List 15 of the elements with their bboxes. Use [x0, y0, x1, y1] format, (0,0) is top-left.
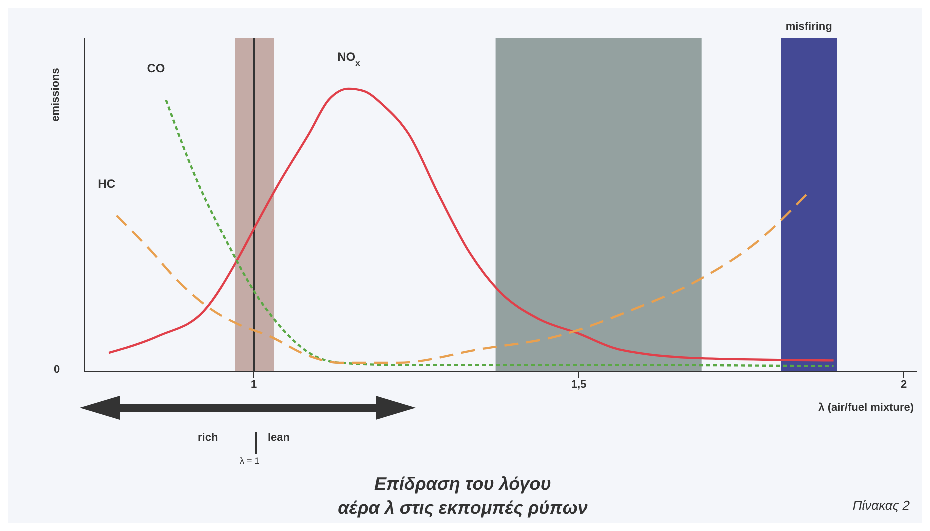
x-tick-label: 2: [900, 378, 908, 391]
text: rich: [198, 432, 218, 444]
y-axis-title: emissions: [50, 68, 62, 122]
text: 0: [54, 364, 60, 376]
x-tick-label: 1,5: [571, 378, 587, 391]
series-label: NO$_{x}$: [338, 50, 361, 68]
text: Πίνακας 2: [852, 498, 910, 513]
text: λ = 1: [240, 456, 260, 466]
x-tick-label: 1: [250, 378, 258, 391]
band-label: misfiring: [786, 21, 832, 33]
text: HC: [98, 176, 116, 191]
text: CO: [147, 61, 166, 76]
text: Επίδραση του λόγου αέρα λ στις εκπομπές ρύπων: [337, 473, 589, 520]
text: lean: [268, 432, 290, 444]
x-axis-title: λ (air/fuel mixture): [818, 402, 914, 414]
